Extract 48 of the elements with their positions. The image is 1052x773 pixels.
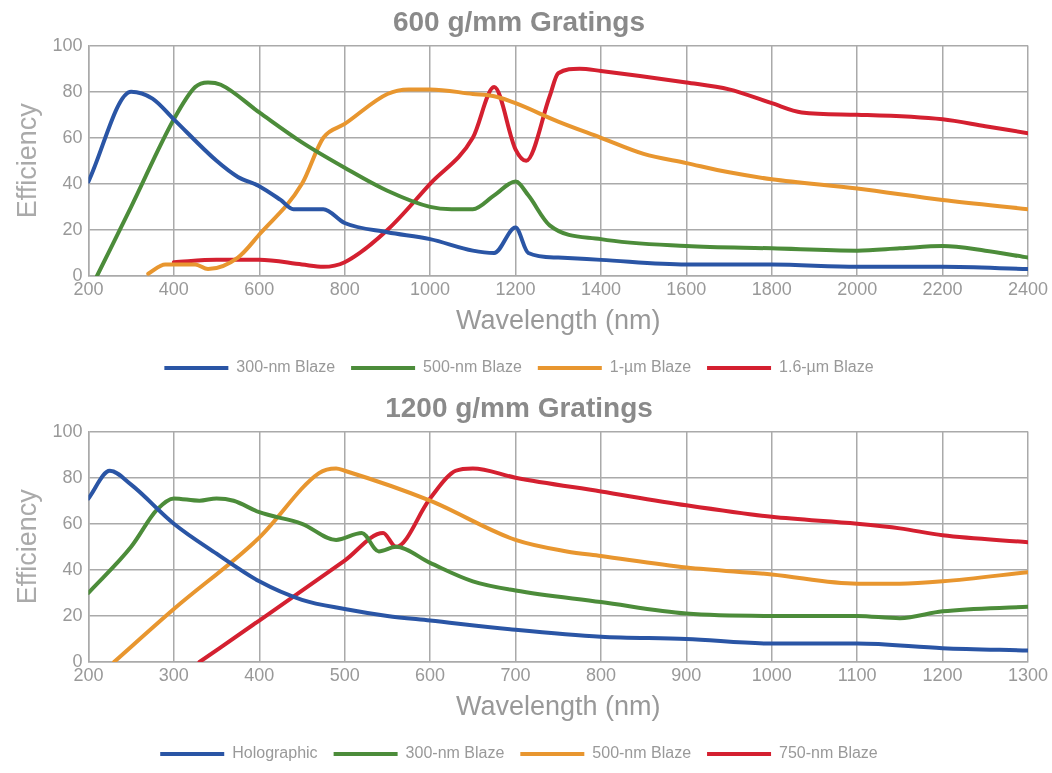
x-tick-label: 800 (329, 278, 360, 299)
y-tick-label: 40 (62, 172, 83, 193)
x-tick-label: 1300 (1007, 664, 1049, 685)
x-tick-label: 2400 (1007, 278, 1049, 299)
legend-label: Holographic (232, 744, 318, 762)
legend-label: 300-nm Blaze (405, 744, 505, 762)
y-tick-label: 20 (62, 604, 83, 625)
y-tick-label: 100 (52, 34, 83, 55)
legend-label: 1.6-µm Blaze (779, 358, 874, 376)
x-tick-label: 1600 (666, 278, 707, 299)
x-axis-title: Wavelength (nm) (455, 691, 661, 722)
x-tick-label: 2200 (922, 278, 963, 299)
y-tick-label: 40 (62, 558, 83, 579)
chart-title: 600 g/mm Gratings (392, 5, 646, 37)
legend-label: 500-nm Blaze (423, 358, 522, 376)
x-tick-label: 1800 (751, 278, 792, 299)
x-tick-label: 1200 (495, 278, 536, 299)
x-tick-label: 400 (244, 664, 275, 685)
x-tick-label: 400 (158, 278, 189, 299)
line-series (88, 496, 1028, 621)
x-tick-label: 900 (671, 664, 702, 685)
legend-label: 300-nm Blaze (236, 358, 336, 376)
y-tick-label: 80 (62, 466, 83, 487)
legend-label: 750-nm Blaze (779, 744, 878, 762)
y-axis-title: Efficiency (11, 102, 42, 219)
x-tick-label: 1100 (837, 664, 877, 685)
x-tick-label: 2000 (837, 278, 878, 299)
x-tick-label: 1400 (580, 278, 621, 299)
y-tick-label: 20 (62, 218, 83, 239)
y-tick-label: 100 (52, 420, 83, 441)
x-tick-label: 800 (585, 664, 616, 685)
x-tick-label: 600 (244, 278, 275, 299)
x-tick-label: 500 (329, 664, 360, 685)
legend-label: 500-nm Blaze (592, 744, 692, 762)
x-tick-label: 300 (158, 664, 189, 685)
y-tick-label: 60 (62, 126, 83, 147)
legend-label: 1-µm Blaze (609, 358, 692, 376)
x-tick-label: 700 (500, 664, 531, 685)
x-tick-label: 1000 (751, 664, 792, 685)
y-axis-title: Efficiency (11, 488, 42, 605)
y-tick-label: 80 (62, 80, 83, 101)
x-axis-title: Wavelength (nm) (455, 305, 661, 336)
x-tick-label: 600 (415, 664, 446, 685)
x-tick-label: 1000 (410, 278, 451, 299)
chart-title: 1200 g/mm Gratings (385, 391, 653, 423)
line-series (171, 66, 1028, 269)
x-tick-label: 1200 (922, 664, 963, 685)
y-tick-label: 60 (62, 512, 83, 533)
